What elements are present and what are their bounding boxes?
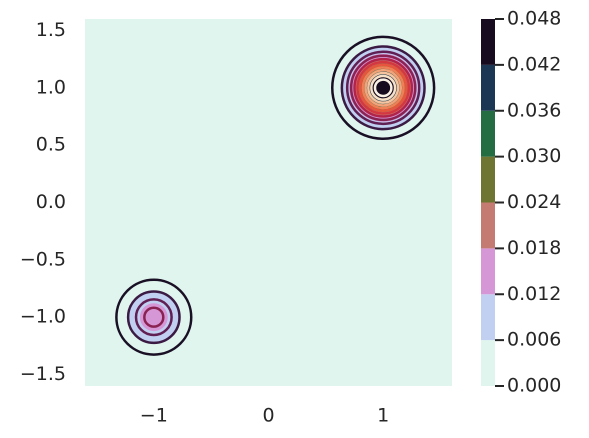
- contour-line: [340, 45, 426, 131]
- y-tick-label: 0.5: [36, 134, 66, 156]
- x-tick-label: −1: [140, 405, 168, 427]
- colorbar-tick-label: 0.006: [507, 329, 561, 351]
- colorbar-band: [481, 340, 495, 386]
- contour-line: [373, 78, 393, 98]
- contour-line: [356, 60, 411, 115]
- contour-line: [126, 290, 181, 345]
- contour-line: [349, 54, 417, 122]
- contour-line: [331, 35, 436, 140]
- contour-line: [345, 50, 421, 126]
- colorbar-band: [481, 110, 495, 157]
- colorbar-band: [481, 248, 495, 295]
- x-tick-label: 1: [377, 405, 389, 427]
- contour-line: [364, 68, 403, 107]
- y-tick-label: 0.0: [36, 191, 66, 213]
- x-tick-label: 0: [262, 405, 274, 427]
- colorbar-band: [481, 156, 495, 203]
- colorbar-band: [481, 64, 495, 111]
- y-tick-label: 1.5: [36, 19, 66, 41]
- colorbar-tick-label: 0.018: [507, 237, 561, 259]
- y-tick-label: −0.5: [20, 248, 66, 270]
- contour-line: [370, 74, 397, 101]
- contour-line: [134, 298, 173, 337]
- contour-line: [115, 278, 193, 356]
- colorbar-band: [481, 294, 495, 341]
- contour-line: [358, 63, 408, 113]
- contour-line: [367, 71, 400, 104]
- colorbar-band: [481, 202, 495, 249]
- colorbar-tick-label: 0.036: [507, 99, 561, 121]
- colorbar-tick-label: 0.048: [507, 8, 561, 30]
- y-tick-label: −1.5: [20, 363, 66, 385]
- colorbar-tick-label: 0.012: [507, 283, 561, 305]
- contour-line: [143, 306, 165, 328]
- colorbar-tick-label: 0.000: [507, 375, 561, 397]
- colorbar-tick-label: 0.042: [507, 53, 561, 75]
- contour-line: [361, 66, 405, 110]
- y-tick-label: 1.0: [36, 76, 66, 98]
- colorbar-tick-label: 0.030: [507, 145, 561, 167]
- contour-line: [353, 57, 414, 118]
- y-tick-label: −1.0: [20, 306, 66, 328]
- colorbar-tick-label: 0.024: [507, 191, 561, 213]
- colorbar-band: [481, 19, 495, 65]
